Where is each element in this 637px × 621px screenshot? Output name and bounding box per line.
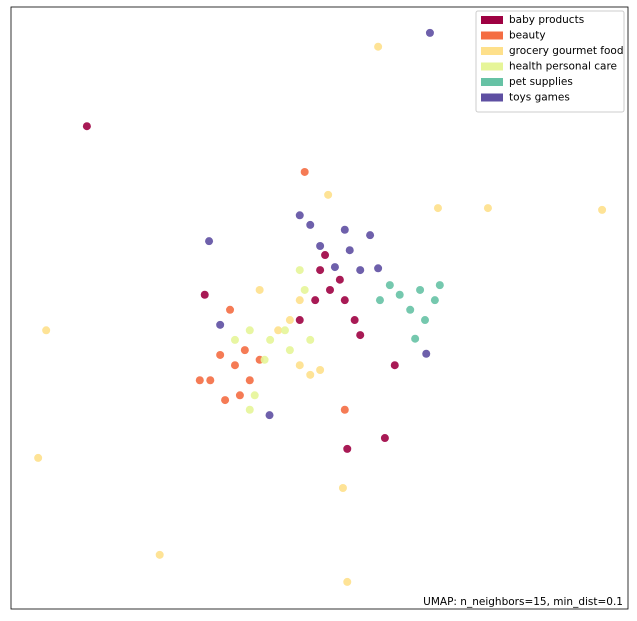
point [374, 264, 383, 273]
point [366, 231, 375, 240]
plot-frame [10, 6, 629, 610]
legend-swatch [481, 93, 503, 102]
legend-label: health personal care [509, 61, 617, 73]
point [416, 285, 425, 294]
point [82, 122, 91, 131]
point [316, 266, 325, 275]
point [245, 326, 254, 335]
point [265, 411, 274, 420]
point [206, 376, 215, 385]
point [340, 225, 349, 234]
point [155, 550, 164, 559]
point [340, 296, 349, 305]
point [300, 285, 309, 294]
point [311, 296, 320, 305]
point [340, 405, 349, 414]
point [306, 370, 315, 379]
point [230, 361, 239, 370]
point [324, 190, 333, 199]
point [380, 434, 389, 443]
point [255, 285, 264, 294]
point [216, 320, 225, 329]
point [316, 241, 325, 250]
legend-label: pet supplies [509, 76, 573, 88]
legend-box [475, 10, 625, 113]
point [483, 204, 492, 213]
point [422, 349, 431, 358]
points [34, 28, 607, 586]
point [325, 285, 334, 294]
point [274, 326, 283, 335]
point [295, 316, 304, 325]
point [330, 263, 339, 272]
point [375, 296, 384, 305]
point [205, 237, 214, 246]
point [390, 361, 399, 370]
annotation: UMAP: n_neighbors=15, min_dist=0.1 [423, 596, 623, 608]
point [195, 376, 204, 385]
legend-swatch [481, 16, 503, 24]
point [42, 326, 51, 335]
legend-label: beauty [509, 30, 546, 42]
point [598, 205, 607, 214]
point [306, 335, 315, 344]
point [345, 246, 354, 255]
point [374, 42, 383, 51]
point [226, 305, 235, 314]
point [221, 396, 230, 405]
point [240, 346, 249, 355]
legend-label: baby products [509, 14, 584, 26]
point [316, 366, 325, 375]
point [245, 376, 254, 385]
point [395, 290, 404, 299]
point [245, 405, 254, 414]
point [200, 290, 209, 299]
point [425, 28, 434, 37]
point [433, 204, 442, 213]
point [295, 361, 304, 370]
legend-swatch [481, 47, 503, 55]
point [421, 316, 430, 325]
point [235, 391, 244, 400]
point [306, 220, 315, 229]
point [411, 334, 420, 343]
point [295, 266, 304, 275]
point [385, 281, 394, 290]
point [350, 316, 359, 325]
point [285, 316, 294, 325]
legend-label: grocery gourmet food [509, 45, 624, 57]
point [230, 335, 239, 344]
point [280, 326, 289, 335]
point [295, 296, 304, 305]
point [34, 453, 43, 462]
point [295, 211, 304, 220]
point [356, 331, 365, 340]
point [266, 335, 275, 344]
point [285, 346, 294, 355]
point [321, 251, 330, 260]
point [435, 281, 444, 290]
point [356, 266, 365, 275]
point [343, 577, 352, 586]
legend-swatch [481, 62, 503, 71]
legend: baby products beauty grocery gourmet food h… [475, 10, 625, 113]
legend-label: toys games [509, 92, 570, 104]
point [335, 275, 344, 284]
point [300, 167, 309, 176]
point [216, 350, 225, 359]
point [406, 305, 415, 314]
legend-swatch [481, 31, 503, 40]
point [250, 391, 259, 400]
point [430, 296, 439, 305]
point [343, 444, 352, 453]
point [338, 483, 347, 492]
point [260, 355, 269, 364]
legend-swatch [481, 78, 503, 86]
